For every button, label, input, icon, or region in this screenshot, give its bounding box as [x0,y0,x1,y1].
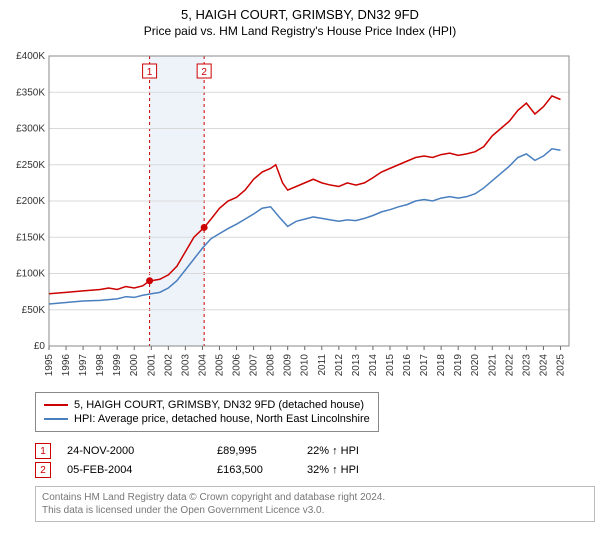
svg-text:2018: 2018 [436,354,447,377]
svg-text:£400K: £400K [16,51,45,62]
svg-text:2015: 2015 [385,354,396,377]
svg-text:2016: 2016 [402,354,413,377]
price-chart: £0 £50K £100K £150K £200K £250K £300K £350K £400… [5,46,575,386]
legend-swatch [44,404,68,406]
svg-text:1999: 1999 [112,354,123,377]
sale-diff: 32% ↑ HPI [307,464,397,476]
legend-swatch [44,418,68,420]
legend: 5, HAIGH COURT, GRIMSBY, DN32 9FD (detac… [35,392,379,432]
svg-text:2025: 2025 [555,354,566,377]
sale-diff: 22% ↑ HPI [307,445,397,457]
svg-text:2006: 2006 [232,354,243,377]
svg-text:£300K: £300K [16,124,45,135]
sale-row: 2 05-FEB-2004£163,50032% ↑ HPI [35,462,595,478]
svg-text:2003: 2003 [180,354,191,377]
svg-text:1996: 1996 [61,354,72,377]
legend-label: 5, HAIGH COURT, GRIMSBY, DN32 9FD (detac… [74,399,364,411]
svg-text:2008: 2008 [266,354,277,377]
svg-text:1997: 1997 [78,354,89,377]
legend-item: HPI: Average price, detached house, Nort… [44,413,370,425]
svg-text:£150K: £150K [16,232,45,243]
sale-row: 1 24-NOV-2000£89,99522% ↑ HPI [35,443,595,459]
svg-text:2024: 2024 [538,354,549,377]
sale-marker: 2 [35,462,51,478]
svg-text:1: 1 [147,67,153,78]
sale-marker: 1 [35,443,51,459]
svg-text:2002: 2002 [163,354,174,377]
svg-text:2021: 2021 [487,354,498,377]
svg-text:2: 2 [201,67,207,78]
footer-line-2: This data is licensed under the Open Gov… [42,504,588,517]
footer-licence: Contains HM Land Registry data © Crown c… [35,486,595,522]
svg-text:£0: £0 [34,341,46,352]
svg-text:£250K: £250K [16,160,45,171]
svg-text:2007: 2007 [249,354,260,377]
svg-text:2023: 2023 [521,354,532,377]
svg-text:2012: 2012 [334,354,345,377]
page-title: 5, HAIGH COURT, GRIMSBY, DN32 9FD [5,7,595,22]
svg-text:2014: 2014 [368,354,379,377]
svg-text:2011: 2011 [317,354,328,376]
sale-date: 24-NOV-2000 [67,445,217,457]
svg-text:2009: 2009 [283,354,294,377]
legend-label: HPI: Average price, detached house, Nort… [74,413,370,425]
svg-text:£50K: £50K [22,305,46,316]
chart-container: £0 £50K £100K £150K £200K £250K £300K £350K £400… [5,46,595,386]
svg-text:2010: 2010 [300,354,311,377]
svg-text:2001: 2001 [146,354,157,377]
svg-text:2004: 2004 [197,354,208,377]
svg-text:1998: 1998 [95,354,106,377]
svg-text:1995: 1995 [44,354,55,377]
svg-text:£350K: £350K [16,87,45,98]
svg-text:2013: 2013 [351,354,362,377]
footer-line-1: Contains HM Land Registry data © Crown c… [42,491,588,504]
svg-text:2017: 2017 [419,354,430,377]
sale-price: £89,995 [217,445,307,457]
svg-text:£100K: £100K [16,269,45,280]
svg-text:2020: 2020 [470,354,481,377]
svg-text:£200K: £200K [16,196,45,207]
svg-text:2022: 2022 [504,354,515,377]
page-subtitle: Price paid vs. HM Land Registry's House … [5,24,595,38]
sale-date: 05-FEB-2004 [67,464,217,476]
sales-table: 1 24-NOV-2000£89,99522% ↑ HPI 2 05-FEB-2004… [35,443,595,478]
svg-text:2019: 2019 [453,354,464,377]
svg-text:2005: 2005 [214,354,225,377]
sale-price: £163,500 [217,464,307,476]
svg-text:2000: 2000 [129,354,140,377]
legend-item: 5, HAIGH COURT, GRIMSBY, DN32 9FD (detac… [44,399,370,411]
